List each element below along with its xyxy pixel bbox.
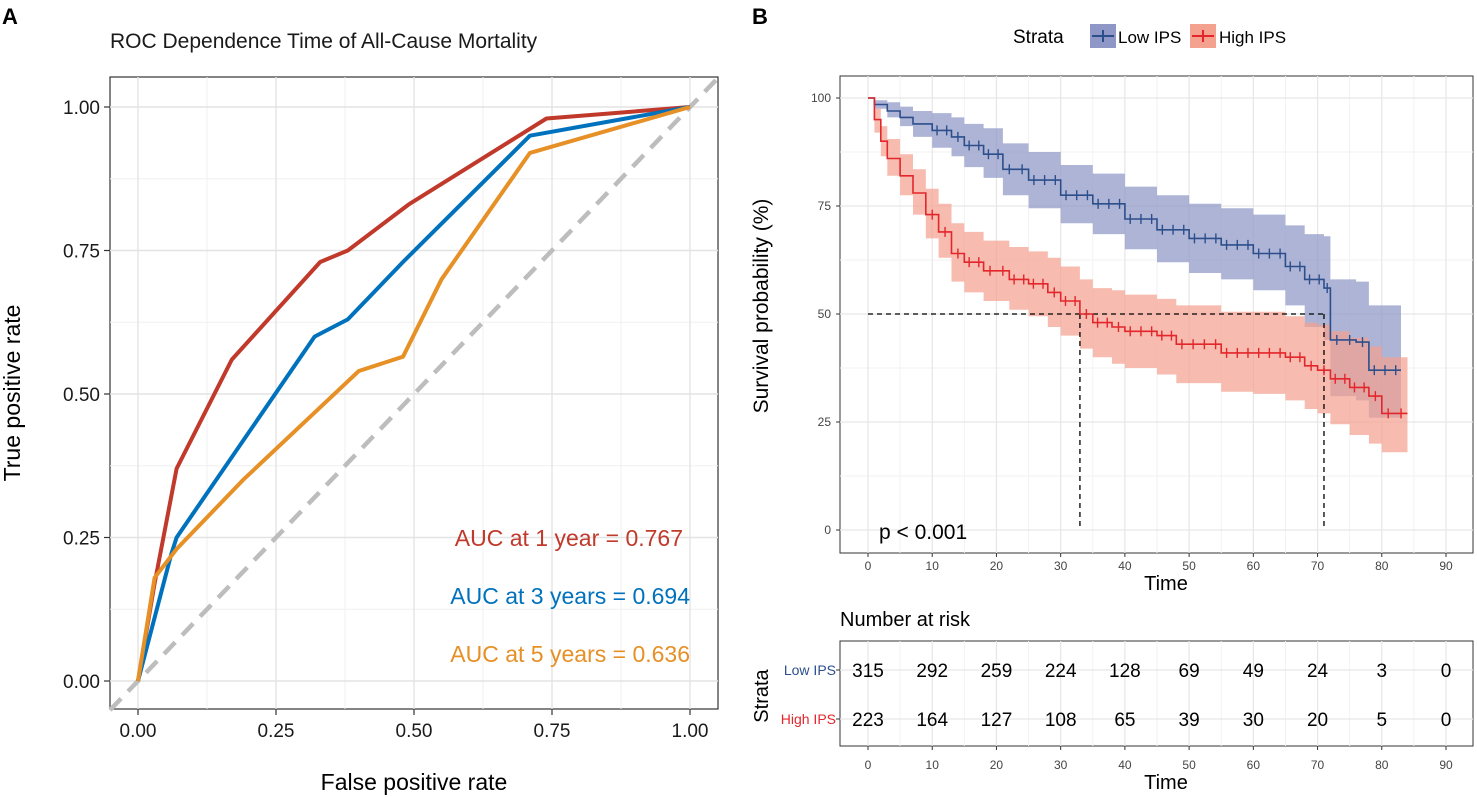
risk-table-title: Number at risk (840, 609, 971, 631)
legend-label-low-ips: Low IPS (1118, 28, 1181, 47)
risk-cell-high-ips: 164 (916, 710, 948, 731)
risk-y-axis-label: Strata (751, 668, 773, 722)
km-band-high-ips (868, 98, 1408, 453)
risk-x-tick-label: 70 (1311, 758, 1325, 772)
km-y-tick-labels: 0 25 50 75 100 (811, 91, 840, 537)
km-y-axis-label: Survival probability (%) (750, 199, 773, 414)
risk-x-tick-label: 10 (926, 758, 940, 772)
roc-x-tick-labels: 0.00 0.25 0.50 0.75 1.00 (120, 709, 709, 742)
km-x-tick-label: 90 (1439, 559, 1453, 573)
risk-x-tick-label: 50 (1182, 758, 1196, 772)
risk-cell-high-ips: 0 (1441, 710, 1452, 731)
legend-title: Strata (1013, 27, 1064, 48)
risk-cell-low-ips: 292 (916, 661, 948, 682)
risk-x-tick-label: 60 (1247, 758, 1261, 772)
panel-b-label: B (752, 4, 768, 29)
legend-label-high-ips: High IPS (1219, 28, 1286, 47)
roc-x-tick-label: 1.00 (672, 721, 709, 742)
roc-x-tick-label: 0.25 (258, 721, 295, 742)
risk-x-tick-label: 90 (1439, 758, 1453, 772)
risk-cell-high-ips: 65 (1114, 710, 1135, 731)
risk-cell-low-ips: 0 (1441, 661, 1452, 682)
km-x-tick-label: 40 (1118, 559, 1132, 573)
roc-title: ROC Dependence Time of All-Cause Mortali… (110, 30, 538, 53)
risk-cell-high-ips: 39 (1179, 710, 1200, 731)
risk-x-tick-label: 0 (865, 758, 872, 772)
roc-x-axis-label: False positive rate (321, 769, 508, 795)
km-legend: Strata Low IPS High IPS (1013, 24, 1286, 48)
roc-y-tick-label: 0.00 (63, 672, 100, 693)
roc-x-tick-label: 0.00 (120, 721, 157, 742)
roc-x-tick-label: 0.75 (534, 721, 571, 742)
roc-curves (136, 105, 691, 682)
risk-x-tick-label: 40 (1118, 758, 1132, 772)
km-x-tick-label: 80 (1375, 559, 1389, 573)
km-y-tick-label: 25 (818, 415, 832, 429)
risk-cell-low-ips: 128 (1109, 661, 1141, 682)
km-x-tick-label: 20 (990, 559, 1004, 573)
panel-a: A ROC Dependence Time of All-Cause Morta… (0, 4, 720, 795)
roc-y-axis-label: True positive rate (0, 305, 25, 482)
risk-cell-low-ips: 69 (1179, 661, 1200, 682)
km-y-tick-label: 75 (818, 199, 832, 213)
km-median-lines (868, 313, 1325, 530)
km-x-tick-label: 10 (926, 559, 940, 573)
km-x-tick-label: 50 (1182, 559, 1196, 573)
roc-reference-diagonal (108, 76, 720, 712)
km-x-tick-label: 70 (1311, 559, 1325, 573)
risk-cell-high-ips: 30 (1243, 710, 1264, 731)
risk-cell-high-ips: 108 (1045, 710, 1077, 731)
km-x-tick-labels: 0 10 20 30 40 50 60 70 80 90 (865, 553, 1453, 573)
panel-b: B Strata Low IPS High IPS 0 10 20 30 40 50 60 7… (750, 4, 1474, 794)
risk-cell-low-ips: 24 (1307, 661, 1329, 682)
km-curve-low-ips (868, 97, 1401, 372)
risk-cell-low-ips: 49 (1243, 661, 1264, 682)
p-value-label: p < 0.001 (879, 521, 967, 544)
auc-3-years-label: AUC at 3 years = 0.694 (450, 583, 690, 609)
km-x-tick-label: 60 (1247, 559, 1261, 573)
roc-x-tick-label: 0.50 (396, 721, 433, 742)
risk-cell-low-ips: 315 (852, 661, 884, 682)
km-confidence-bands (868, 98, 1408, 453)
roc-y-tick-labels: 0.00 0.25 0.50 0.75 1.00 (63, 98, 110, 693)
roc-y-tick-label: 0.50 (63, 385, 100, 406)
risk-cell-low-ips: 224 (1045, 661, 1077, 682)
risk-x-tick-label: 20 (990, 758, 1004, 772)
risk-x-tick-labels: 0 10 20 30 40 50 60 70 80 90 (865, 746, 1453, 772)
risk-cell-high-ips: 5 (1376, 710, 1387, 731)
km-x-tick-label: 30 (1054, 559, 1068, 573)
km-gridlines (840, 76, 1473, 553)
km-x-tick-label: 0 (865, 559, 872, 573)
roc-curve-5-years (136, 105, 691, 682)
km-y-tick-label: 0 (824, 523, 831, 537)
roc-diagonal-line (108, 76, 720, 712)
panel-a-label: A (2, 4, 18, 29)
roc-y-tick-label: 1.00 (63, 98, 100, 119)
km-censor-marks (931, 125, 1402, 419)
risk-cell-high-ips: 127 (981, 710, 1013, 731)
auc-1-year-label: AUC at 1 year = 0.767 (455, 525, 683, 551)
risk-x-tick-label: 80 (1375, 758, 1389, 772)
roc-curve-1-year (136, 105, 691, 682)
roc-y-tick-label: 0.75 (63, 242, 100, 263)
roc-y-tick-label: 0.25 (63, 529, 100, 550)
risk-cell-low-ips: 3 (1376, 661, 1387, 682)
risk-cell-high-ips: 20 (1307, 710, 1328, 731)
risk-cell-high-ips: 223 (852, 710, 884, 731)
km-x-axis-label: Time (1144, 573, 1188, 595)
km-y-tick-label: 100 (811, 91, 831, 105)
risk-row-label-low-ips: Low IPS (784, 662, 836, 678)
risk-x-axis-label: Time (1144, 772, 1188, 794)
risk-row-label-high-ips: High IPS (781, 711, 836, 727)
km-curve-high-ips (868, 97, 1408, 415)
auc-5-years-label: AUC at 5 years = 0.636 (450, 641, 690, 667)
risk-x-tick-label: 30 (1054, 758, 1068, 772)
risk-table-gridlines (836, 641, 1473, 746)
risk-cell-low-ips: 259 (981, 661, 1013, 682)
km-survival-curves (868, 97, 1408, 415)
km-y-tick-label: 50 (818, 307, 832, 321)
